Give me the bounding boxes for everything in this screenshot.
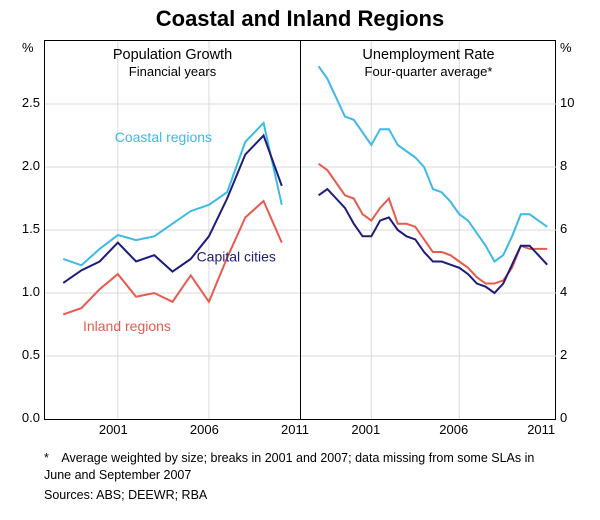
panel-subtitle: Four-quarter average* [365,64,493,79]
panel-subtitle: Financial years [129,64,217,79]
x-tick-label: 2011 [527,422,555,437]
y-tick-label: 1.0 [22,284,40,299]
y-tick-label: 1.5 [22,221,40,236]
panel-unemployment-rate: Unemployment RateFour-quarter average* [300,41,555,419]
y-tick-label: 2.5 [22,95,40,110]
series-line [319,189,548,293]
left-y-unit: % [22,40,34,55]
plot-area: Coastal regions Inland regions Capital cit… [44,40,556,420]
footnote: * Average weighted by size; breaks in 20… [44,450,556,484]
y-tick-label: 2 [560,347,567,362]
y-tick-label: 2.0 [22,158,40,173]
y-tick-label: 0.0 [22,410,40,425]
y-tick-label: 4 [560,284,567,299]
right-y-unit: % [560,40,572,55]
series-label: Coastal regions [115,129,212,145]
panel-title: Population Growth [113,47,232,63]
series-label: Capital cities [197,249,276,265]
x-tick-label: 2006 [439,422,468,437]
y-tick-label: 10 [560,95,574,110]
series-line [319,66,548,261]
series-label: Inland regions [83,318,171,334]
y-tick-label: 0 [560,410,567,425]
main-title: Coastal and Inland Regions [0,0,600,32]
chart-container: Coastal and Inland Regions % % Coastal r… [0,0,600,520]
x-tick-label: 2011 [281,422,309,437]
x-tick-label: 2006 [190,422,219,437]
sources: Sources: ABS; DEEWR; RBA [44,488,207,502]
panel-population-growth: Coastal regions Inland regions Capital cit… [45,41,300,419]
y-tick-label: 8 [560,158,567,173]
x-tick-label: 2001 [99,422,128,437]
x-tick-label: 2001 [351,422,380,437]
panel-title: Unemployment Rate [362,47,494,63]
y-tick-label: 6 [560,221,567,236]
y-tick-label: 0.5 [22,347,40,362]
